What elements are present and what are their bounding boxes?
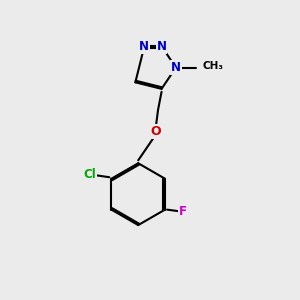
Text: N: N (157, 40, 166, 53)
Text: Cl: Cl (83, 168, 96, 181)
Text: CH₃: CH₃ (202, 61, 224, 71)
Text: N: N (171, 61, 181, 74)
Text: F: F (179, 205, 187, 218)
Text: O: O (150, 125, 161, 138)
Text: N: N (139, 40, 149, 53)
